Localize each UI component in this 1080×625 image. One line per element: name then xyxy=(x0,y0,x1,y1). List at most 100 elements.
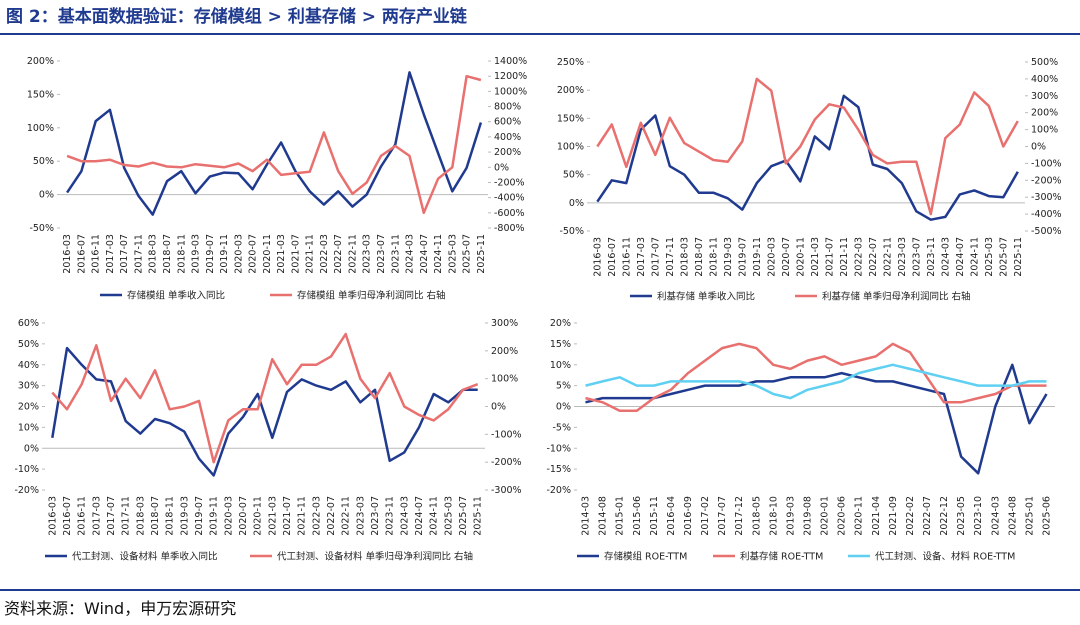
y2-tick-label: -600% xyxy=(494,208,525,219)
x-tick-label: 2019-11 xyxy=(752,237,763,277)
x-tick-label: 2024-11 xyxy=(969,237,980,277)
x-tick-label: 2025-07 xyxy=(458,496,469,536)
x-tick-label: 2017-11 xyxy=(121,496,132,536)
x-tick-label: 2022-03 xyxy=(853,237,864,277)
y2-tick-label: 800% xyxy=(494,102,521,113)
x-tick-label: 2025-06 xyxy=(1041,496,1052,536)
y-tick-label: -15% xyxy=(546,464,571,475)
y-tick-label: 100% xyxy=(557,142,584,153)
x-tick-label: 2019-08 xyxy=(802,496,813,536)
x-tick-label: 2025-03 xyxy=(447,234,458,274)
x-tick-label: 2014-08 xyxy=(598,496,609,536)
x-tick-label: 2016-07 xyxy=(607,237,618,277)
x-tick-label: 2020-11 xyxy=(253,496,264,536)
y2-tick-label: -300% xyxy=(1031,192,1062,203)
x-tick-label: 2024-03 xyxy=(399,496,410,536)
x-tick-label: 2019-03 xyxy=(179,496,190,536)
x-tick-label: 2022-07 xyxy=(326,496,337,536)
x-tick-label: 2017-12 xyxy=(734,496,745,536)
y-tick-label: 150% xyxy=(27,89,54,100)
x-tick-label: 2017-07 xyxy=(650,237,661,277)
y2-tick-label: -200% xyxy=(491,457,522,468)
legend-label: 利基存储 单季归母净利润同比 右轴 xyxy=(822,291,971,303)
y2-tick-label: -500% xyxy=(1031,226,1062,237)
x-tick-label: 2015-01 xyxy=(615,496,626,536)
x-tick-label: 2018-10 xyxy=(768,496,779,536)
y-tick-label: 0% xyxy=(24,443,39,454)
x-tick-label: 2021-11 xyxy=(297,496,308,536)
x-tick-label: 2018-07 xyxy=(162,234,173,274)
legend-label: 利基存储 单季收入同比 xyxy=(657,291,755,303)
x-tick-label: 2024-07 xyxy=(419,234,430,274)
x-tick-label: 2021-11 xyxy=(839,237,850,277)
series-line xyxy=(585,342,1047,412)
x-tick-label: 2018-03 xyxy=(135,496,146,536)
x-tick-label: 2018-03 xyxy=(148,234,159,274)
y-tick-label: 0% xyxy=(556,402,571,413)
y-tick-label: 60% xyxy=(18,318,39,329)
y2-tick-label: 100% xyxy=(491,374,518,385)
x-tick-label: 2020-11 xyxy=(795,237,806,277)
x-tick-label: 2024-03 xyxy=(405,234,416,274)
x-tick-label: 2017-02 xyxy=(700,496,711,536)
x-tick-label: 2021-07 xyxy=(824,237,835,277)
y-tick-label: 10% xyxy=(18,422,39,433)
x-tick-label: 2017-03 xyxy=(636,237,647,277)
x-tick-label: 2022-11 xyxy=(882,237,893,277)
y-tick-label: 0% xyxy=(569,198,584,209)
x-tick-label: 2016-09 xyxy=(683,496,694,536)
x-tick-label: 2020-11 xyxy=(262,234,273,274)
y-tick-label: -20% xyxy=(546,485,571,496)
x-tick-label: 2016-03 xyxy=(62,234,73,274)
series-line xyxy=(66,74,482,215)
y2-tick-label: -200% xyxy=(494,177,525,188)
x-tick-label: 2017-03 xyxy=(105,234,116,274)
x-tick-label: 2019-07 xyxy=(194,496,205,536)
x-tick-label: 2016-03 xyxy=(592,237,603,277)
x-tick-label: 2024-07 xyxy=(955,237,966,277)
x-tick-label: 2020-07 xyxy=(248,234,259,274)
x-tick-label: 2015-06 xyxy=(632,496,643,536)
x-tick-label: 2023-11 xyxy=(926,237,937,277)
y-tick-label: 10% xyxy=(550,360,571,371)
x-tick-label: 2016-03 xyxy=(47,496,58,536)
series-line xyxy=(596,94,1019,221)
y-tick-label: 200% xyxy=(27,56,54,67)
y-tick-label: -50% xyxy=(559,226,584,237)
y-tick-label: 40% xyxy=(18,360,39,371)
x-tick-label: 2016-04 xyxy=(666,496,677,536)
x-tick-label: 2023-07 xyxy=(370,496,381,536)
legend-label: 利基存储 ROE-TTM xyxy=(740,551,823,563)
x-tick-label: 2023-11 xyxy=(385,496,396,536)
x-tick-label: 2022-07 xyxy=(333,234,344,274)
x-tick-label: 2018-07 xyxy=(150,496,161,536)
legend-label: 存储模组 ROE-TTM xyxy=(604,551,687,563)
x-tick-label: 2017-03 xyxy=(91,496,102,536)
x-tick-label: 2022-07 xyxy=(922,496,933,536)
y2-tick-label: 1200% xyxy=(494,71,527,82)
x-tick-label: 2023-03 xyxy=(897,237,908,277)
y2-tick-label: 300% xyxy=(1031,91,1058,102)
y-tick-label: 250% xyxy=(557,57,584,68)
y2-tick-label: 1400% xyxy=(494,56,527,67)
y-tick-label: 50% xyxy=(18,339,39,350)
x-tick-label: 2020-01 xyxy=(820,496,831,536)
x-tick-label: 2020-03 xyxy=(233,234,244,274)
x-tick-label: 2016-07 xyxy=(76,234,87,274)
x-tick-label: 2018-11 xyxy=(176,234,187,274)
x-tick-label: 2025-11 xyxy=(476,234,487,274)
x-tick-label: 2022-11 xyxy=(341,496,352,536)
x-tick-label: 2021-09 xyxy=(888,496,899,536)
x-tick-label: 2025-11 xyxy=(473,496,484,536)
y-tick-label: -20% xyxy=(14,485,39,496)
y-tick-label: 15% xyxy=(550,339,571,350)
x-tick-label: 2019-03 xyxy=(723,237,734,277)
y2-tick-label: -200% xyxy=(1031,175,1062,186)
series-line xyxy=(66,71,483,216)
x-tick-label: 2022-03 xyxy=(311,496,322,536)
y2-tick-label: 400% xyxy=(1031,74,1058,85)
x-tick-label: 2014-03 xyxy=(581,496,592,536)
y2-tick-label: 1000% xyxy=(494,86,527,97)
x-tick-label: 2021-03 xyxy=(276,234,287,274)
y2-tick-label: -400% xyxy=(494,193,525,204)
